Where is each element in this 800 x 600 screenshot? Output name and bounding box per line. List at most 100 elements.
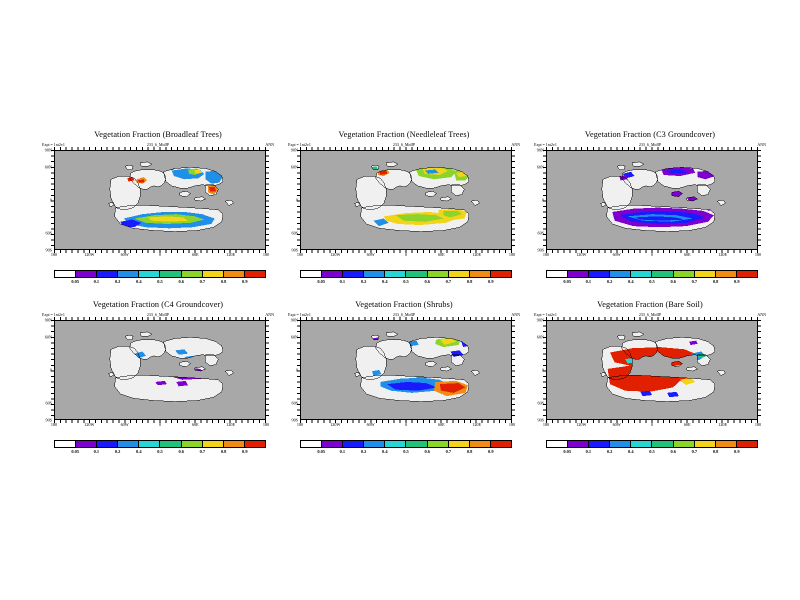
- colorbar-tick-label: 0.6: [670, 278, 676, 284]
- colorbar-segment: [489, 271, 511, 277]
- y-tick-label: 90N: [536, 317, 544, 323]
- annotation-experiment: Expt = 1nt2v1: [534, 312, 557, 317]
- x-tick-label: 0: [158, 252, 162, 257]
- colorbar-swatches: [54, 440, 266, 448]
- x-tick-label: 180: [754, 422, 762, 427]
- x-tick-label: 60E: [191, 252, 199, 257]
- panel-title-needleleaf-trees: Vegetation Fraction (Needleleaf Trees): [338, 130, 470, 139]
- x-tick-label: 0: [404, 422, 408, 427]
- coastline: [600, 331, 726, 402]
- y-tick-label: 0: [541, 197, 544, 203]
- coastline: [354, 331, 480, 402]
- colorbar-tick-label: 0.1: [339, 448, 346, 454]
- x-tick-label: 60E: [191, 422, 199, 427]
- x-tick-label: 120W: [330, 422, 341, 427]
- colorbar: 0.05 0.1 0.2 0.4 0.5 0.6 0.7 0.8 0.9: [546, 270, 758, 288]
- y-tick-label: 90N: [44, 147, 52, 153]
- colorbar-labels: 0.05 0.1 0.2 0.4 0.5 0.6 0.7 0.8 0.9: [54, 448, 266, 456]
- colorbar-tick-label: 0.05: [71, 278, 80, 284]
- colorbar-segment: [672, 271, 694, 277]
- colorbar-segment: [159, 271, 181, 277]
- x-tick-label: 180: [542, 422, 550, 427]
- axis-ticks-left: [543, 150, 546, 250]
- annotation-case: 233_6_MidIP: [392, 312, 416, 317]
- colorbar-segment: [609, 441, 631, 447]
- colorbar-segment: [363, 441, 385, 447]
- x-axis-labels: 180 120W 60W 0 60E 120E 180: [286, 422, 522, 430]
- colorbar-tick-label: 0.4: [136, 448, 142, 454]
- map-panel-needleleaf-trees: Vegetation Fraction (Needleleaf Trees) E…: [286, 130, 522, 290]
- x-tick-label: 60E: [437, 422, 445, 427]
- axis-ticks-right: [266, 320, 269, 420]
- colorbar-tick-label: 0.7: [445, 278, 452, 284]
- y-tick-label: 60S: [45, 400, 52, 406]
- coastline: [354, 161, 480, 232]
- y-axis-labels: 90N 60N 0 60S 90S: [532, 148, 545, 253]
- colorbar-segment: [630, 441, 652, 447]
- axis-ticks-top: [300, 317, 512, 320]
- colorbar-segment: [384, 271, 406, 277]
- colorbar-tick-label: 0.7: [199, 278, 206, 284]
- colorbar-tick-label: 0.4: [136, 278, 142, 284]
- x-tick-label: 180: [50, 252, 58, 257]
- colorbar: 0.05 0.1 0.2 0.4 0.5 0.6 0.7 0.8 0.9: [54, 270, 266, 288]
- axis-ticks-top: [546, 147, 758, 150]
- x-tick-label: 60W: [120, 422, 129, 427]
- y-tick-label: 60S: [291, 230, 298, 236]
- y-tick-label: 60N: [44, 164, 52, 170]
- x-tick-label: 120W: [330, 252, 341, 257]
- colorbar-segment: [547, 271, 568, 277]
- colorbar-segment: [609, 271, 631, 277]
- colorbar-segment: [201, 441, 223, 447]
- axis-ticks-left: [297, 320, 300, 420]
- panel-title-broadleaf-trees: Vegetation Fraction (Broadleaf Trees): [94, 130, 222, 139]
- colorbar-segment: [243, 271, 265, 277]
- colorbar-tick-label: 0.6: [670, 448, 676, 454]
- y-tick-label: 60N: [536, 334, 544, 340]
- colorbar-labels: 0.05 0.1 0.2 0.4 0.5 0.6 0.7 0.8 0.9: [300, 278, 512, 286]
- colorbar-swatches: [300, 440, 512, 448]
- panel-title-c3-groundcover: Vegetation Fraction (C3 Groundcover): [584, 130, 716, 139]
- colorbar-segment: [588, 271, 610, 277]
- colorbar-tick-label: 0.6: [178, 448, 184, 454]
- colorbar-segment: [342, 441, 364, 447]
- axis-ticks-top: [54, 147, 266, 150]
- colorbar-tick-label: 0.1: [339, 278, 346, 284]
- axis-ticks-left: [51, 150, 54, 250]
- colorbar-segment: [321, 441, 343, 447]
- colorbar-tick-label: 0.2: [114, 278, 121, 284]
- x-axis-labels: 180 120W 60W 0 60E 120E 180: [40, 422, 276, 430]
- y-axis-labels: 90N 60N 0 60S 90S: [286, 318, 299, 423]
- x-tick-label: 120W: [576, 252, 587, 257]
- x-tick-label: 60W: [612, 252, 621, 257]
- axis-ticks-right: [758, 150, 761, 250]
- colorbar-segment: [117, 441, 139, 447]
- axis-ticks-left: [51, 320, 54, 420]
- colorbar-segment: [405, 271, 427, 277]
- map-plot-area: [546, 150, 758, 250]
- x-tick-label: 60W: [366, 252, 375, 257]
- x-tick-label: 120E: [718, 252, 728, 257]
- x-tick-label: 120E: [718, 422, 728, 427]
- colorbar-tick-label: 0.4: [628, 448, 634, 454]
- colorbar-swatches: [54, 270, 266, 278]
- colorbar-tick-label: 0.1: [93, 278, 100, 284]
- world-map-raster: [108, 161, 234, 232]
- colorbar-labels: 0.05 0.1 0.2 0.4 0.5 0.6 0.7 0.8 0.9: [546, 278, 758, 286]
- x-tick-label: 120E: [472, 252, 482, 257]
- x-tick-label: 60E: [437, 252, 445, 257]
- colorbar-segment: [693, 271, 715, 277]
- x-tick-label: 180: [262, 422, 270, 427]
- panel-annotations: Expt = 1nt2v1 233_6_MidIP ANN: [532, 142, 768, 150]
- axis-ticks-top: [54, 317, 266, 320]
- axis-ticks-bottom: [300, 420, 512, 423]
- map-panel-bare-soil: Vegetation Fraction (Bare Soil) Expt = 1…: [532, 300, 768, 460]
- colorbar-segment: [426, 271, 448, 277]
- colorbar: 0.05 0.1 0.2 0.4 0.5 0.6 0.7 0.8 0.9: [54, 440, 266, 458]
- colorbar-segment: [630, 271, 652, 277]
- colorbar-tick-label: 0.4: [382, 448, 388, 454]
- annotation-experiment: Expt = 1nt2v1: [534, 142, 557, 147]
- x-tick-label: 120W: [84, 422, 95, 427]
- y-tick-label: 60S: [537, 400, 544, 406]
- panel-annotations: Expt = 1nt2v1 233_6_MidIP ANN: [286, 312, 522, 320]
